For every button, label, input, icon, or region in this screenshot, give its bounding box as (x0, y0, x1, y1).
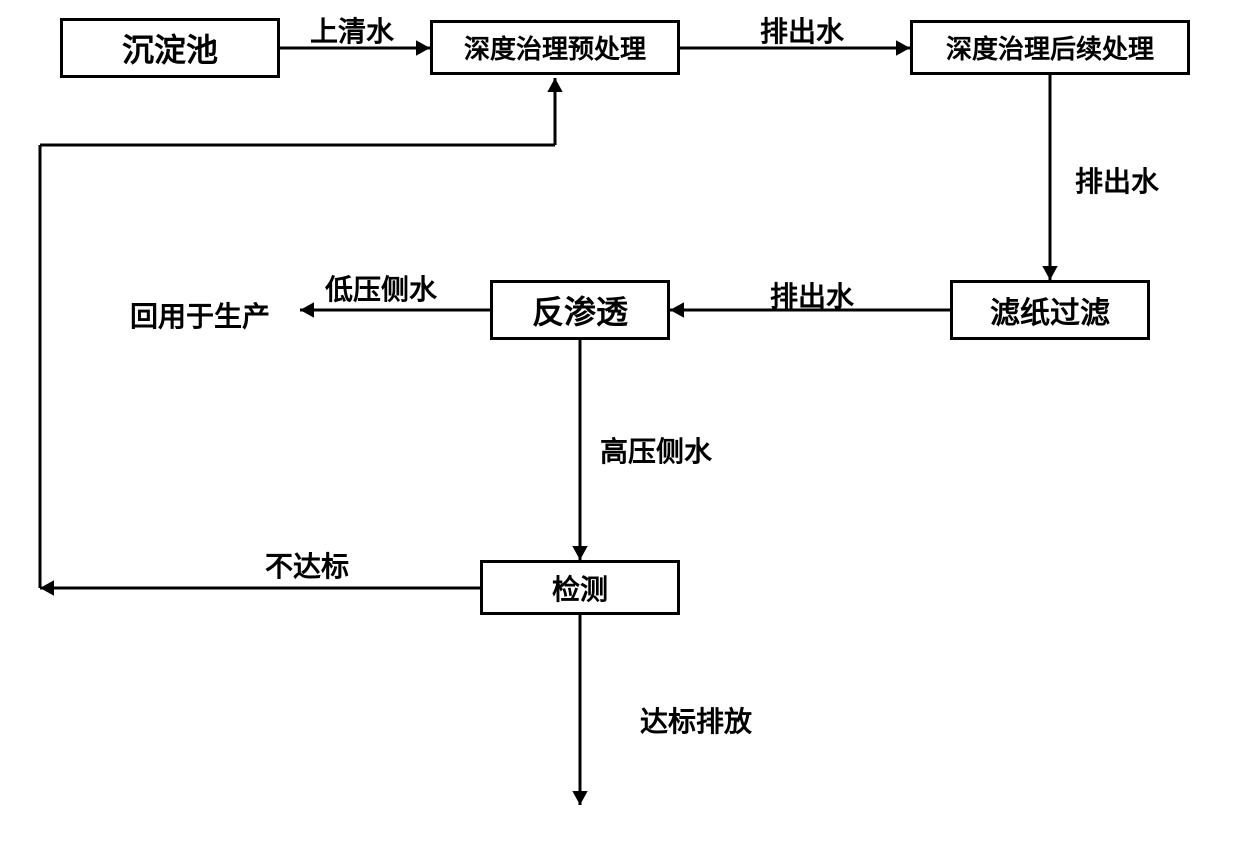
edge-label-e8: 达标排放 (640, 700, 752, 740)
node-n4: 滤纸过滤 (950, 280, 1150, 340)
edge-label-e7: 不达标 (265, 545, 349, 585)
edge-label-e2: 排出水 (760, 10, 844, 50)
node-n6: 检测 (480, 560, 680, 615)
label-t_reuse: 回用于生产 (130, 295, 270, 335)
node-n3: 深度治理后续处理 (910, 20, 1190, 75)
edge-label-e1: 上清水 (310, 10, 394, 50)
node-n1: 沉淀池 (60, 18, 280, 78)
edge-label-e5: 低压侧水 (325, 268, 437, 308)
node-n2: 深度治理预处理 (430, 20, 680, 75)
edge-label-e4: 排出水 (770, 275, 854, 315)
edge-label-e6: 高压侧水 (600, 430, 712, 470)
node-n5: 反渗透 (490, 280, 670, 340)
edge-label-e3: 排出水 (1075, 160, 1159, 200)
